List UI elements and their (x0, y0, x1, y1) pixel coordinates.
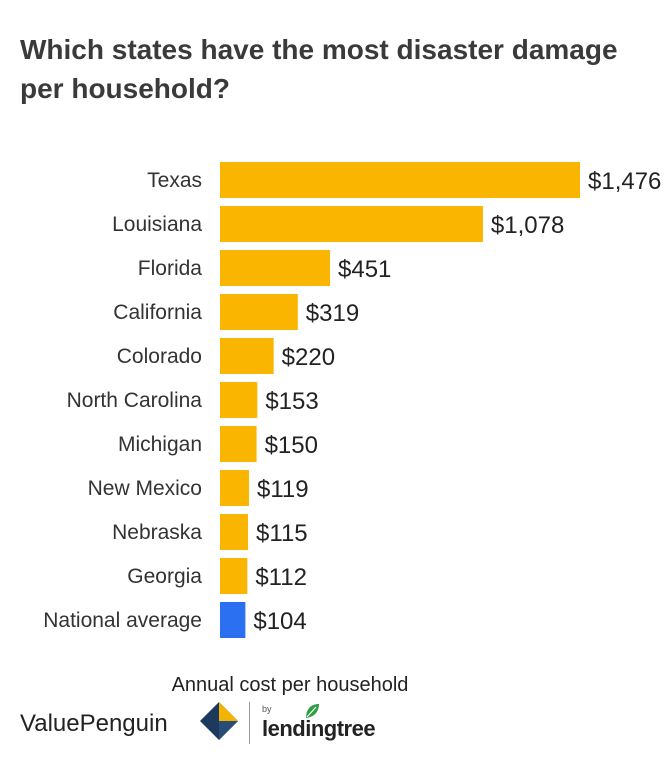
category-label: Texas (147, 169, 202, 192)
value-label: $112 (255, 564, 307, 591)
category-label: Michigan (118, 433, 202, 456)
chart-title: Which states have the most disaster dama… (20, 34, 618, 104)
valuepenguin-logo-icon (200, 702, 238, 740)
category-label: North Carolina (67, 389, 203, 412)
category-label: New Mexico (88, 477, 202, 500)
footer-divider (249, 702, 250, 744)
category-label: California (113, 301, 202, 324)
category-label: National average (43, 609, 202, 632)
bar (220, 382, 258, 418)
value-label: $319 (306, 300, 359, 327)
category-label: Georgia (127, 565, 202, 588)
value-label: $104 (253, 608, 306, 635)
bar-chart: Texas $1,476 Louisiana $1,078 Florida $451 Cal… (43, 162, 661, 638)
value-label: $451 (338, 256, 391, 283)
bar (220, 558, 248, 594)
lendingtree-leaf-icon (306, 704, 319, 718)
valuepenguin-wordmark: ValuePenguin (20, 710, 168, 737)
value-label: $220 (282, 344, 335, 371)
bar (220, 470, 250, 506)
value-label: $1,078 (491, 212, 564, 239)
footer-branding: ValuePenguin by lendingtree (20, 700, 440, 748)
category-label: Louisiana (112, 213, 202, 236)
value-label: $1,476 (588, 168, 661, 195)
category-label: Florida (138, 257, 203, 280)
bar (220, 602, 246, 638)
bar (220, 294, 298, 330)
bar (220, 338, 274, 374)
bar (220, 162, 580, 198)
value-label: $115 (256, 520, 308, 547)
bar (220, 514, 249, 550)
category-label: Nebraska (112, 521, 202, 544)
value-label: $150 (265, 432, 318, 459)
x-axis-label: Annual cost per household (171, 674, 409, 696)
bar (220, 206, 483, 242)
value-label: $153 (265, 388, 318, 415)
category-label: Colorado (117, 345, 202, 368)
partner-by-text: by (262, 704, 272, 714)
bar (220, 426, 257, 462)
value-label: $119 (257, 476, 309, 503)
lendingtree-wordmark: lendingtree (262, 716, 376, 741)
bar (220, 250, 330, 286)
